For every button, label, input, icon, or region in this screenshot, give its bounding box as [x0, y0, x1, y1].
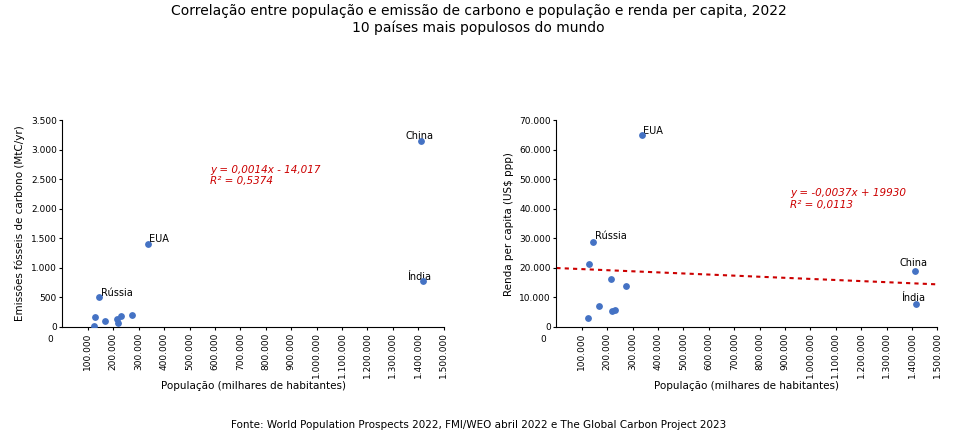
X-axis label: População (milhares de habitantes): População (milhares de habitantes) — [655, 381, 839, 391]
Text: Rússia: Rússia — [100, 288, 132, 298]
Point — [140, 241, 155, 248]
Point — [581, 260, 596, 267]
Point — [92, 294, 107, 301]
Point — [109, 316, 124, 323]
Text: China: China — [900, 258, 928, 268]
Text: Índia: Índia — [408, 272, 432, 282]
Point — [86, 322, 101, 329]
Point — [110, 320, 125, 327]
Point — [634, 132, 649, 139]
Point — [909, 301, 924, 308]
Text: 0: 0 — [47, 335, 53, 344]
Point — [907, 267, 923, 274]
Point — [586, 238, 601, 245]
Text: EUA: EUA — [643, 126, 662, 136]
Point — [124, 311, 140, 318]
Point — [603, 276, 618, 283]
Point — [618, 283, 634, 289]
X-axis label: População (milhares de habitantes): População (milhares de habitantes) — [161, 381, 345, 391]
Text: 0: 0 — [541, 335, 546, 344]
Text: EUA: EUA — [149, 235, 168, 245]
Point — [114, 312, 129, 319]
Point — [413, 138, 429, 145]
Point — [98, 318, 113, 325]
Text: China: China — [406, 131, 434, 141]
Text: Índia: Índia — [901, 293, 925, 303]
Point — [414, 278, 430, 285]
Point — [591, 302, 607, 309]
Y-axis label: Emissões fósseis de carbono (MtC/yr): Emissões fósseis de carbono (MtC/yr) — [15, 126, 26, 321]
Text: y = 0,0014x - 14,017
R² = 0,5374: y = 0,0014x - 14,017 R² = 0,5374 — [210, 165, 321, 186]
Point — [604, 308, 619, 314]
Point — [608, 306, 623, 313]
Text: Fonte: World Population Prospects 2022, FMI/WEO abril 2022 e The Global Carbon P: Fonte: World Population Prospects 2022, … — [231, 420, 726, 430]
Text: y = -0,0037x + 19930
R² = 0,0113: y = -0,0037x + 19930 R² = 0,0113 — [790, 188, 906, 210]
Point — [87, 313, 102, 320]
Text: Correlação entre população e emissão de carbono e população e renda per capita, : Correlação entre população e emissão de … — [170, 4, 787, 35]
Point — [580, 315, 595, 322]
Text: Rússia: Rússia — [594, 231, 626, 241]
Y-axis label: Renda per capita (US$ ppp): Renda per capita (US$ ppp) — [503, 152, 514, 295]
